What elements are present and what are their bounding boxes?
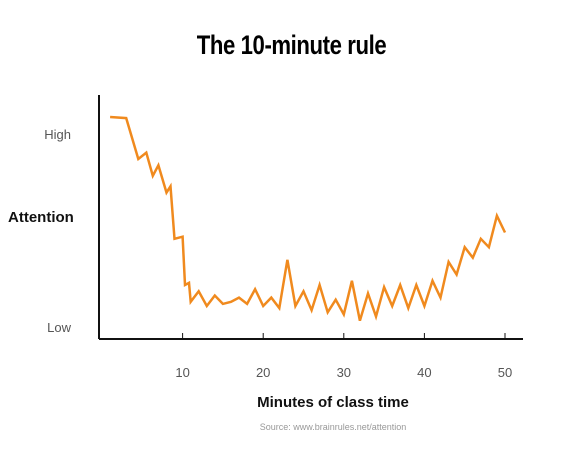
x-tick-label: 40 <box>417 365 431 380</box>
y-ticks-group: Low High <box>44 127 71 335</box>
y-tick-label-high: High <box>44 127 71 142</box>
source-note: Source: www.brainrules.net/attention <box>260 422 407 432</box>
x-tick-label: 50 <box>498 365 512 380</box>
x-ticks-group: 10 20 30 40 50 <box>175 333 512 380</box>
y-tick-label-low: Low <box>47 320 71 335</box>
series-line-attention <box>110 115 507 322</box>
x-tick-label: 10 <box>175 365 189 380</box>
x-tick-label: 20 <box>256 365 270 380</box>
x-tick-label: 30 <box>337 365 351 380</box>
chart-title: The 10-minute rule <box>196 30 387 60</box>
x-axis-title: Minutes of class time <box>257 394 409 411</box>
y-axis-title: Attention <box>8 209 74 226</box>
